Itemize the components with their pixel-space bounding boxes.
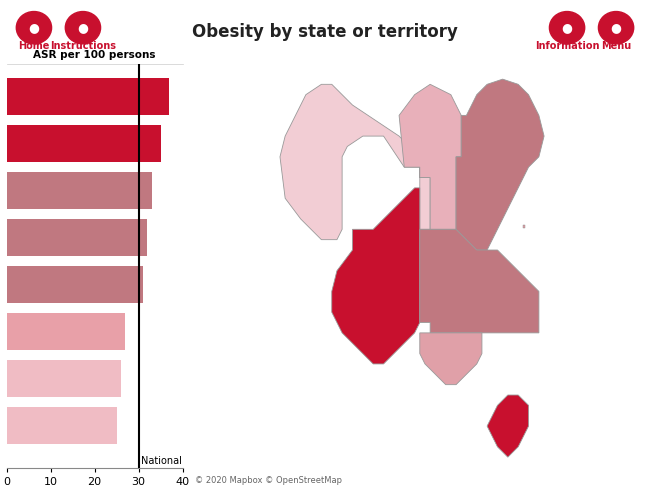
Bar [6,266,143,302]
Text: ●: ● [562,21,573,34]
Circle shape [599,12,634,44]
Bar [6,360,121,396]
Text: ●: ● [29,21,40,34]
Text: Instructions: Instructions [50,40,116,51]
Polygon shape [332,188,420,364]
Bar [6,219,148,256]
Bar [6,407,116,444]
Text: Information: Information [535,40,599,51]
Text: ●: ● [610,21,621,34]
Circle shape [16,12,51,44]
Polygon shape [399,84,461,229]
Polygon shape [456,79,544,250]
Bar [6,78,170,115]
Text: ●: ● [77,21,88,34]
Circle shape [65,12,101,44]
Text: ASR per 100 persons: ASR per 100 persons [33,50,156,59]
Text: Obesity by state or territory: Obesity by state or territory [192,23,458,41]
Bar [6,313,125,350]
Circle shape [549,12,585,44]
Bar [6,172,151,209]
Text: © 2020 Mapbox © OpenStreetMap: © 2020 Mapbox © OpenStreetMap [195,476,342,485]
Polygon shape [487,395,528,457]
Text: Menu: Menu [601,40,631,51]
Bar [6,125,161,162]
Text: Home: Home [18,40,49,51]
Text: National: National [141,456,181,466]
Polygon shape [420,333,482,385]
Polygon shape [420,229,539,333]
Polygon shape [280,84,430,240]
Polygon shape [523,225,525,228]
